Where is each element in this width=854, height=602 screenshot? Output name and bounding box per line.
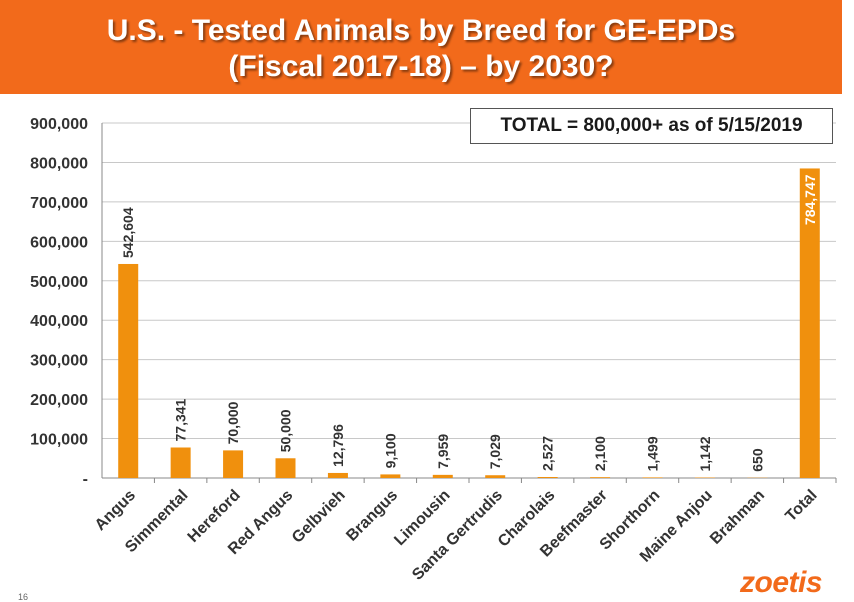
bar-charolais	[538, 477, 558, 478]
y-tick-label: 300,000	[30, 353, 88, 370]
bar-chart: - 100,000 200,000 300,000 400,000 500,000 600,…	[0, 0, 854, 600]
y-tick-label: 800,000	[30, 155, 88, 172]
bar-red-angus	[276, 458, 296, 478]
data-label: 1,142	[697, 436, 713, 471]
x-category-label: Brahman	[707, 487, 768, 548]
data-label: 650	[749, 448, 765, 472]
total-note-box: TOTAL = 800,000+ as of 5/15/2019	[470, 108, 833, 144]
y-tick-label: -	[83, 471, 88, 488]
data-label: 50,000	[278, 409, 294, 452]
y-tick-label: 500,000	[30, 274, 88, 291]
zoetis-logo: zoetis	[740, 566, 822, 600]
bar-angus	[118, 264, 138, 478]
data-label: 2,100	[592, 436, 608, 471]
x-category-label: Angus	[92, 487, 139, 534]
data-label: 1,499	[645, 436, 661, 471]
bar-limousin	[433, 475, 453, 478]
data-label: 7,959	[435, 434, 451, 469]
bar-hereford	[223, 450, 243, 478]
data-label: 542,604	[120, 207, 136, 258]
bar-shorthorn	[643, 477, 663, 478]
bar-brangus	[380, 474, 400, 478]
y-tick-label: 700,000	[30, 195, 88, 212]
data-label: 784,747	[802, 174, 818, 225]
x-category-label: Total	[782, 487, 820, 525]
y-tick-label: 100,000	[30, 432, 88, 449]
x-category-label: Gelbvieh	[289, 487, 349, 547]
data-label: 70,000	[225, 401, 241, 444]
y-tick-label: 400,000	[30, 313, 88, 330]
y-tick-label: 200,000	[30, 392, 88, 409]
bar-santa-gertrudis	[485, 475, 505, 478]
data-label: 12,796	[330, 424, 346, 467]
x-category-label: Santa Gertrudis	[409, 487, 506, 584]
y-tick-label: 900,000	[30, 116, 88, 133]
data-label: 7,029	[487, 434, 503, 469]
data-label: 9,100	[382, 433, 398, 468]
y-tick-label: 600,000	[30, 234, 88, 251]
bar-gelbvieh	[328, 473, 348, 478]
data-label: 77,341	[173, 398, 189, 441]
bar-simmental	[171, 447, 191, 478]
page-number: 16	[18, 592, 28, 602]
bar-beefmaster	[590, 477, 610, 478]
data-label: 2,527	[540, 436, 556, 471]
